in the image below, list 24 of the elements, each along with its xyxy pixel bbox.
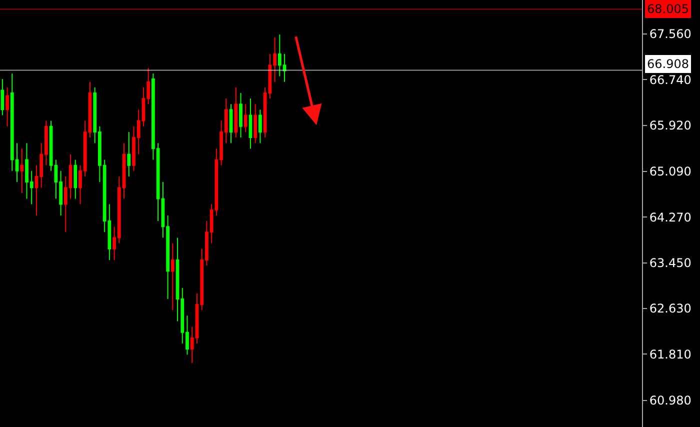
y-tick-label: 62.630 bbox=[649, 302, 692, 316]
y-tick-label: 66.740 bbox=[649, 72, 692, 87]
y-tick-label: 63.450 bbox=[649, 256, 692, 270]
candlestick bbox=[127, 131, 131, 177]
y-tick-label: 61.810 bbox=[649, 347, 692, 362]
ref-line-label: 68.005 bbox=[647, 2, 689, 16]
y-tick-label: 64.270 bbox=[649, 210, 692, 224]
candlestick bbox=[234, 86, 238, 138]
candlestick bbox=[258, 109, 262, 144]
candlestick bbox=[74, 159, 78, 200]
candlestick bbox=[248, 98, 252, 150]
y-tick-label: 67.560 bbox=[649, 27, 692, 42]
candlestick bbox=[0, 78, 4, 116]
candlestick bbox=[170, 242, 174, 311]
candlestick bbox=[6, 86, 9, 127]
candlestick bbox=[239, 92, 242, 138]
y-tick-label: 65.090 bbox=[649, 164, 692, 179]
candlestick bbox=[229, 104, 233, 144]
candlestick bbox=[254, 104, 258, 144]
y-tick-label: 60.980 bbox=[649, 393, 692, 408]
y-tick-label: 65.920 bbox=[649, 118, 692, 132]
candlestick bbox=[244, 104, 248, 132]
candlestick bbox=[20, 148, 24, 194]
ref-line-label: 66.908 bbox=[647, 57, 689, 71]
